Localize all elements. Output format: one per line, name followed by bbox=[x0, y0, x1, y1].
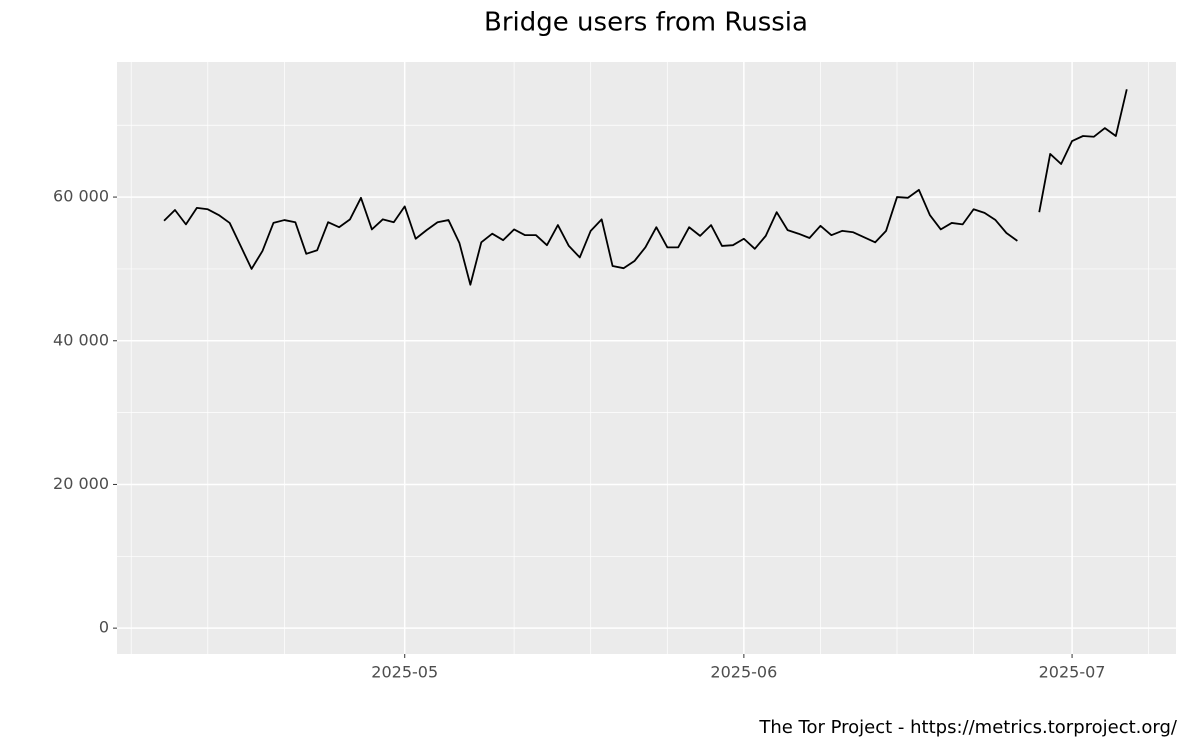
y-tick-label: 0 bbox=[99, 618, 109, 637]
plot-panel bbox=[117, 62, 1176, 654]
x-tick-label: 2025-07 bbox=[1039, 663, 1106, 682]
data-line bbox=[163, 89, 1128, 286]
x-tick-label: 2025-06 bbox=[710, 663, 777, 682]
y-tick-label: 40 000 bbox=[53, 330, 109, 349]
y-tick-label: 20 000 bbox=[53, 474, 109, 493]
y-tick-label: 60 000 bbox=[53, 187, 109, 206]
chart-title: Bridge users from Russia bbox=[484, 8, 808, 38]
x-tick-label: 2025-05 bbox=[371, 663, 438, 682]
caption: The Tor Project - https://metrics.torpro… bbox=[758, 717, 1178, 738]
